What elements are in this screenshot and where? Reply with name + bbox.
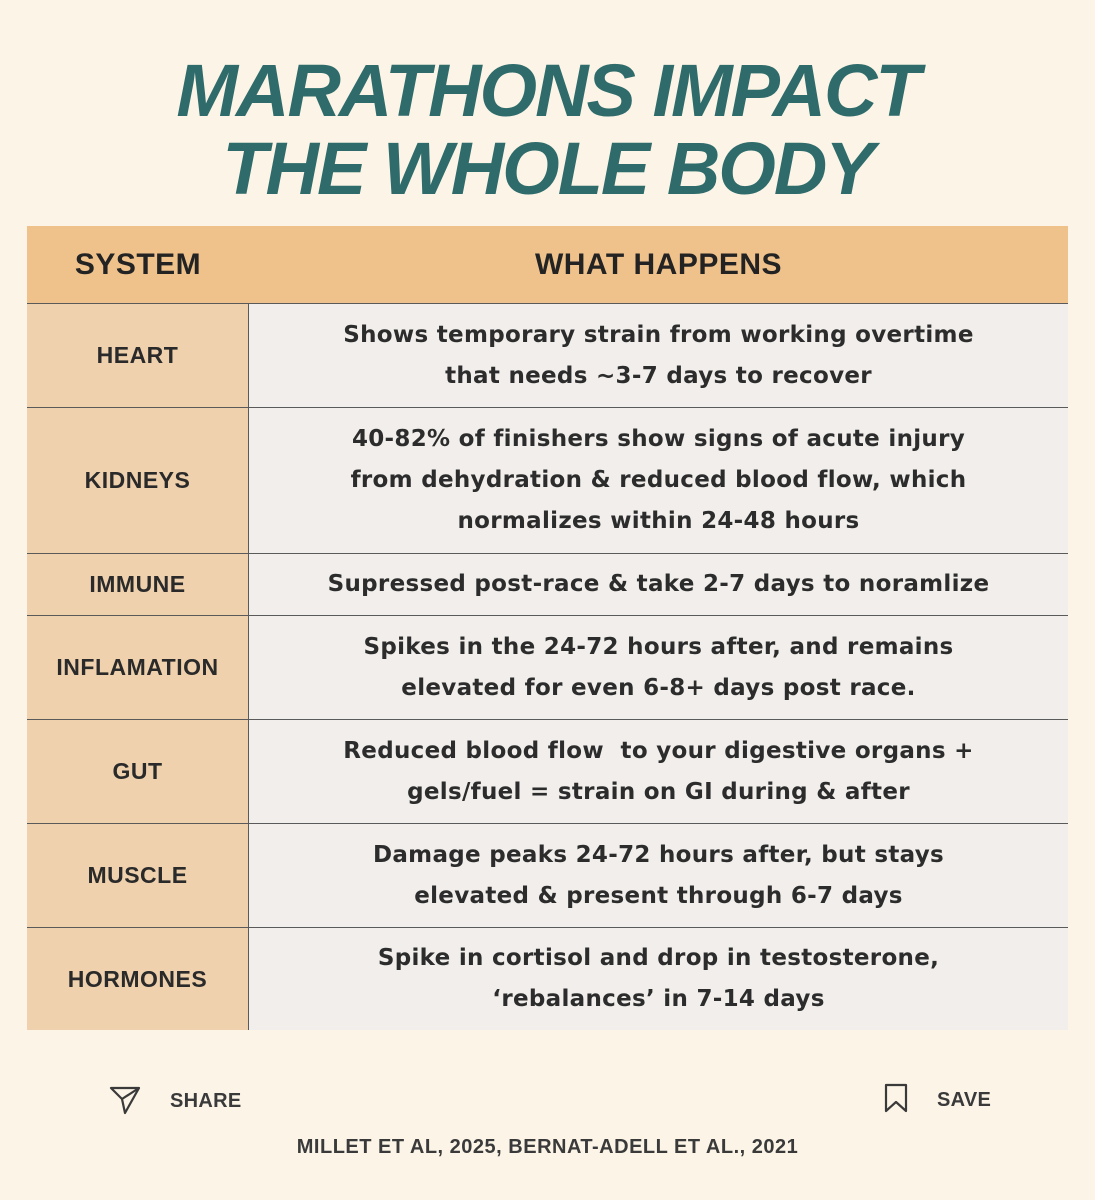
- what-line: that needs ~3-7 days to recover: [445, 362, 872, 389]
- system-cell: HEART: [27, 304, 249, 407]
- system-cell: GUT: [27, 720, 249, 823]
- table-row: GUT Reduced blood flow to your digestive…: [27, 719, 1068, 823]
- table-row: INFLAMATION Spikes in the 24-72 hours af…: [27, 615, 1068, 719]
- what-cell: Reduced blood flow to your digestive org…: [249, 720, 1068, 823]
- table-row: KIDNEYS 40-82% of finishers show signs o…: [27, 407, 1068, 553]
- what-cell: Damage peaks 24-72 hours after, but stay…: [249, 824, 1068, 927]
- what-line: 40-82% of finishers show signs of acute …: [351, 426, 966, 452]
- system-cell: HORMONES: [27, 928, 249, 1030]
- what-line: Supressed post-race & take 2-7 days to n…: [327, 571, 990, 597]
- title-line-2: THE WHOLE BODY: [222, 127, 874, 210]
- system-cell: KIDNEYS: [27, 408, 249, 553]
- table-header: SYSTEM WHAT HAPPENS: [27, 226, 1068, 303]
- what-cell: Spike in cortisol and drop in testostero…: [249, 928, 1068, 1030]
- system-cell: MUSCLE: [27, 824, 249, 927]
- what-line: Shows temporary strain from working over…: [343, 321, 974, 348]
- table-row: IMMUNE Supressed post-race & take 2-7 da…: [27, 553, 1068, 615]
- what-line: Reduced blood flow to your digestive org…: [343, 737, 974, 764]
- header-what-happens: WHAT HAPPENS: [534, 247, 783, 281]
- bookmark-icon: [883, 1082, 909, 1118]
- system-cell: INFLAMATION: [27, 616, 249, 719]
- what-line: Damage peaks 24-72 hours after, but stay…: [372, 841, 945, 868]
- what-cell: Spikes in the 24-72 hours after, and rem…: [249, 616, 1068, 719]
- save-button[interactable]: SAVE: [883, 1082, 991, 1118]
- system-cell: IMMUNE: [27, 554, 249, 615]
- table-row: MUSCLE Damage peaks 24-72 hours after, b…: [27, 823, 1068, 927]
- what-line: gels/fuel = strain on GI during & after: [407, 778, 910, 805]
- what-line: normalizes within 24-48 hours: [457, 508, 860, 534]
- what-line: elevated & present through 6-7 days: [414, 882, 903, 909]
- table-row: HORMONES Spike in cortisol and drop in t…: [27, 927, 1068, 1030]
- what-line: Spikes in the 24-72 hours after, and rem…: [363, 633, 954, 660]
- what-cell: 40-82% of finishers show signs of acute …: [249, 408, 1068, 553]
- header-system: SYSTEM: [74, 247, 202, 281]
- share-label: SHARE: [170, 1089, 242, 1112]
- save-label: SAVE: [937, 1088, 992, 1111]
- title-line-1: MARATHONS IMPACT: [176, 49, 920, 132]
- what-line: ‘rebalances’ in 7-14 days: [492, 986, 825, 1012]
- what-line: Spike in cortisol and drop in testostero…: [377, 945, 940, 971]
- what-line: elevated for even 6-8+ days post race.: [401, 674, 916, 701]
- impact-table: SYSTEM WHAT HAPPENS HEART Shows temporar…: [27, 226, 1068, 1030]
- table-row: HEART Shows temporary strain from workin…: [27, 303, 1068, 407]
- what-line: from dehydration & reduced blood flow, w…: [350, 467, 967, 493]
- paper-plane-icon: [108, 1082, 142, 1120]
- what-cell: Supressed post-race & take 2-7 days to n…: [249, 554, 1068, 615]
- share-button[interactable]: SHARE: [108, 1082, 242, 1120]
- page-title: MARATHONS IMPACT THE WHOLE BODY: [0, 52, 1095, 208]
- what-cell: Shows temporary strain from working over…: [249, 304, 1068, 407]
- citation: MILLET ET AL, 2025, BERNAT-ADELL ET AL.,…: [296, 1136, 799, 1158]
